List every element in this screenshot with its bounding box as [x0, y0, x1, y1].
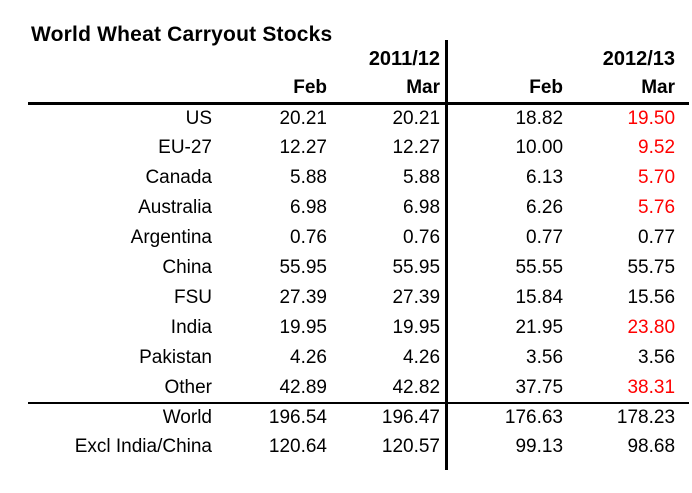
cell-value: 4.26	[403, 347, 441, 368]
row-label: Canada	[145, 167, 212, 188]
table-row: World 196.54 196.47 176.63 178.23	[28, 402, 690, 432]
row-label: US	[185, 107, 212, 129]
cell-value: 27.39	[392, 287, 441, 308]
cell-value: 10.00	[515, 137, 564, 158]
cell-value: 27.39	[279, 287, 327, 308]
year-group-2011-12: 2011/12	[368, 47, 441, 70]
cell-value: 5.88	[403, 167, 441, 188]
cell-value: 5.76	[638, 197, 676, 218]
cell-value: 55.75	[627, 257, 676, 278]
cell-value: 9.52	[638, 137, 676, 158]
cell-value: 196.54	[212, 402, 327, 432]
table-row: Canada 5.88 5.88 6.13 5.70	[28, 163, 689, 193]
table-row: China 55.95 55.95 55.55 55.75	[28, 253, 689, 283]
cell-value: 55.55	[515, 257, 564, 278]
row-label: Pakistan	[139, 347, 212, 368]
cell-value: 19.50	[627, 107, 676, 129]
row-label: FSU	[174, 287, 212, 308]
month-header: Mar	[327, 74, 441, 105]
data-rows: US 20.21 20.21 18.82 19.50 EU-27 12.27 12.27 10.…	[28, 103, 689, 403]
cell-value: 6.26	[526, 197, 564, 218]
cell-value: 12.27	[279, 137, 327, 158]
year-group-2012-13: 2012/13	[602, 47, 676, 70]
row-label: Australia	[138, 197, 212, 218]
cell-value: 6.13	[526, 167, 564, 188]
row-label: China	[162, 257, 212, 278]
cell-value: 176.63	[440, 402, 564, 432]
cell-value: 23.80	[627, 317, 676, 338]
corner-spacer	[28, 74, 212, 105]
table-header: 2011/12 2012/13 Feb Mar Feb Mar	[28, 44, 690, 105]
table-row: Australia 6.98 6.98 6.26 5.76	[28, 193, 689, 223]
row-label: Argentina	[130, 227, 212, 248]
table-row: Other 42.89 42.82 37.75 38.31	[28, 373, 689, 403]
corner-spacer	[28, 44, 212, 74]
cell-value: 19.95	[279, 317, 327, 338]
year-group-divider-line	[445, 40, 448, 470]
cell-value: 15.84	[515, 287, 564, 308]
cell-value: 55.95	[279, 257, 327, 278]
cell-value: 5.70	[638, 167, 676, 188]
cell-value: 42.89	[279, 376, 327, 398]
month-header-row: Feb Mar Feb Mar	[28, 74, 690, 105]
row-label: Excl India/China	[74, 435, 212, 457]
wheat-stocks-table: 2011/12 2012/13 Feb Mar Feb Mar US 20.21 2…	[28, 44, 690, 461]
row-label: India	[170, 317, 212, 338]
row-label: World	[28, 402, 212, 432]
cell-value: 21.95	[515, 317, 564, 338]
cell-value: 6.98	[403, 197, 441, 218]
cell-value: 120.64	[268, 435, 327, 457]
cell-value: 98.68	[627, 435, 676, 457]
cell-value: 12.27	[392, 137, 441, 158]
cell-value: 0.76	[290, 227, 327, 248]
cell-value: 3.56	[638, 347, 676, 368]
table-row: EU-27 12.27 12.27 10.00 9.52	[28, 133, 689, 163]
cell-value: 178.23	[563, 402, 690, 432]
cell-value: 99.13	[515, 435, 564, 457]
table-row: India 19.95 19.95 21.95 23.80	[28, 313, 689, 343]
cell-value: 120.57	[381, 435, 441, 457]
cell-value: 0.77	[526, 227, 564, 248]
cell-value: 55.95	[392, 257, 441, 278]
cell-value: 38.31	[627, 376, 676, 398]
table-row: US 20.21 20.21 18.82 19.50	[28, 103, 689, 133]
cell-value: 0.77	[638, 227, 676, 248]
table-row: Excl India/China 120.64 120.57 99.13 98.68	[28, 432, 689, 461]
month-header: Mar	[563, 74, 690, 105]
cell-value: 20.21	[392, 107, 441, 129]
cell-value: 5.88	[290, 167, 327, 188]
cell-value: 15.56	[627, 287, 676, 308]
cell-value: 4.26	[290, 347, 327, 368]
cell-value: 18.82	[515, 107, 564, 129]
figure-title: World Wheat Carryout Stocks	[31, 23, 333, 46]
year-header-row: 2011/12 2012/13	[28, 44, 689, 74]
table-row: FSU 27.39 27.39 15.84 15.56	[28, 283, 689, 313]
cell-value: 20.21	[279, 107, 327, 129]
row-label: Other	[164, 376, 212, 398]
cell-value: 37.75	[515, 376, 564, 398]
table-row: Argentina 0.76 0.76 0.77 0.77	[28, 223, 689, 253]
cell-value: 0.76	[403, 227, 441, 248]
cell-value: 42.82	[392, 376, 441, 398]
cell-value: 196.47	[327, 402, 441, 432]
cell-value: 6.98	[290, 197, 327, 218]
month-header: Feb	[440, 74, 564, 105]
table-row: Pakistan 4.26 4.26 3.56 3.56	[28, 343, 689, 373]
cell-value: 19.95	[392, 317, 441, 338]
month-header: Feb	[212, 74, 327, 105]
summary-rows: World 196.54 196.47 176.63 178.23 Excl India/…	[28, 402, 690, 461]
row-label: EU-27	[158, 137, 212, 158]
cell-value: 3.56	[526, 347, 564, 368]
